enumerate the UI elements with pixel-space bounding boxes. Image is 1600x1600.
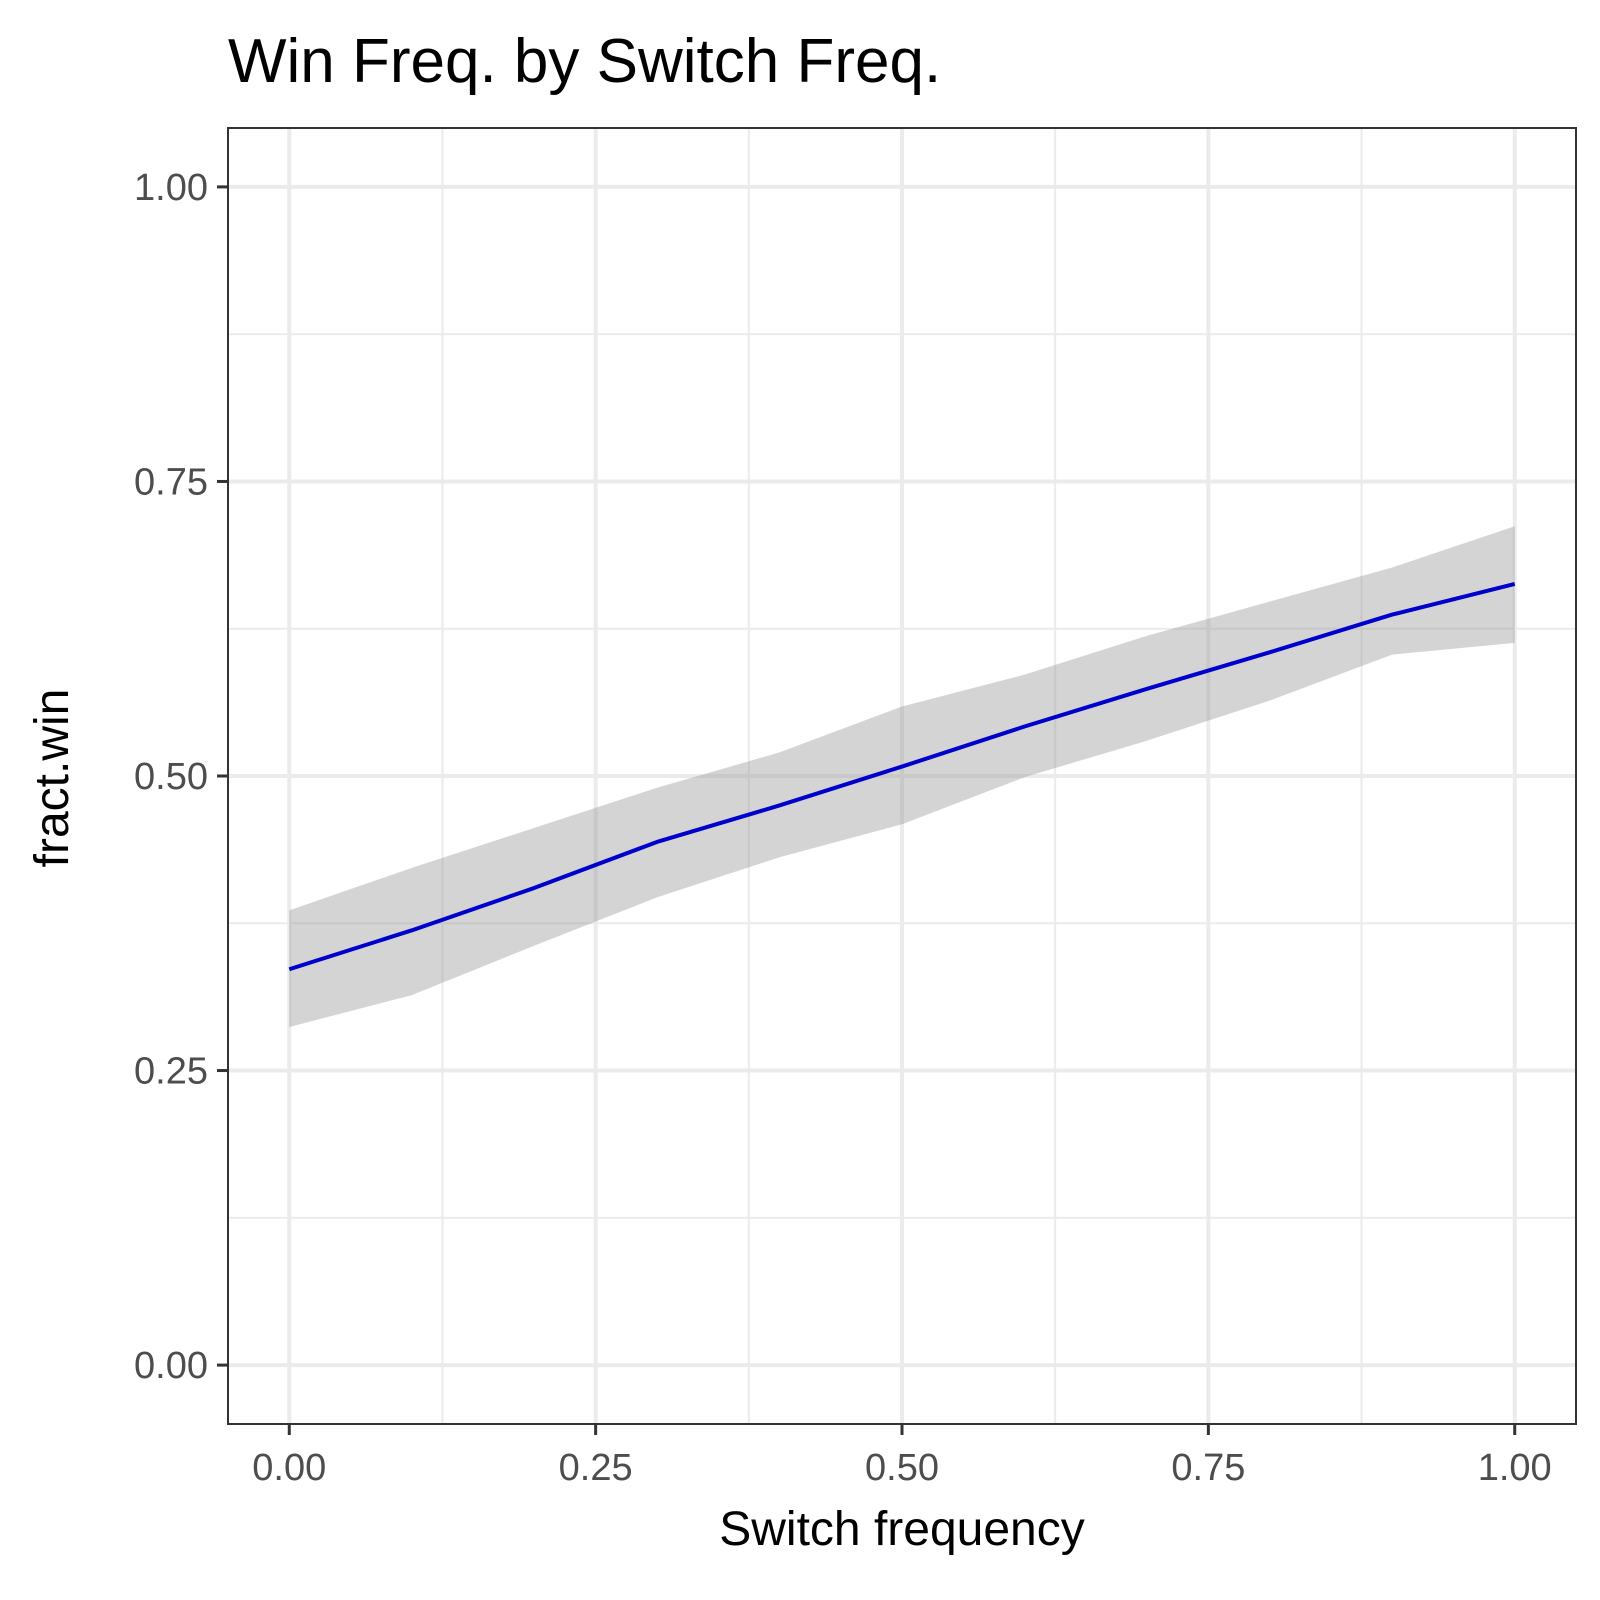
line-series [288,582,1516,972]
confidence-band [289,526,1515,1027]
y-tick-label: 0.00 [134,1345,208,1387]
y-axis: 0.00 0.25 0.50 0.75 1.00 [134,167,228,1387]
series-line [288,582,1516,972]
x-tick-label: 1.00 [1478,1447,1552,1489]
x-tick-label: 0.50 [865,1447,939,1489]
x-tick-label: 0.75 [1171,1447,1245,1489]
confidence-ribbon [289,526,1515,1027]
y-tick-label: 0.50 [134,756,208,798]
x-tick-label: 0.25 [559,1447,633,1489]
grid [228,128,1576,1424]
x-axis-title: Switch frequency [719,1503,1085,1556]
y-tick-label: 0.25 [134,1051,208,1093]
x-tick-label: 0.00 [252,1447,326,1489]
chart-title: Win Freq. by Switch Freq. [228,27,941,96]
y-axis-title: fract.win [26,689,79,868]
y-tick-label: 0.75 [134,461,208,503]
x-axis: 0.00 0.25 0.50 0.75 1.00 [252,1424,1552,1489]
y-tick-label: 1.00 [134,167,208,209]
